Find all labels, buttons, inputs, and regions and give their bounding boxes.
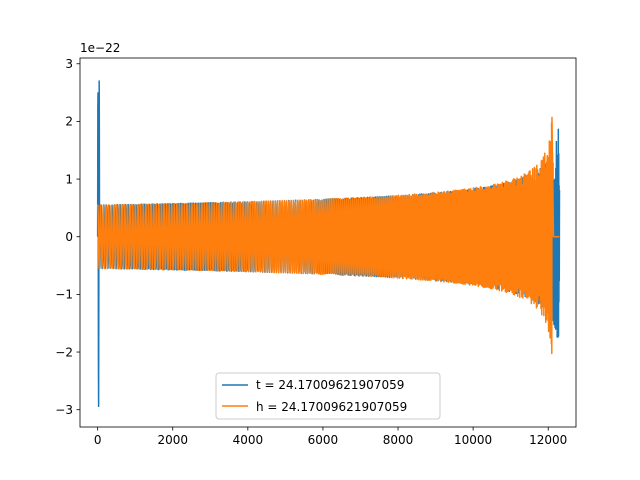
legend-label-h: h = 24.17009621907059	[256, 400, 407, 414]
x-tick-label: 2000	[157, 433, 188, 447]
x-tick-label: 6000	[308, 433, 339, 447]
y-tick-label: 1	[65, 172, 73, 186]
y-tick-label: 2	[65, 115, 73, 129]
x-axis-ticks: 0 2000 4000 6000 8000 10000 12000	[94, 427, 567, 447]
y-tick-label: −2	[55, 345, 73, 359]
legend-label-t: t = 24.17009621907059	[256, 378, 404, 392]
series-line-h	[96, 116, 560, 355]
x-tick-label: 4000	[233, 433, 264, 447]
plot-area	[96, 80, 561, 408]
legend-box	[215, 372, 441, 420]
legend: t = 24.17009621907059 h = 24.17009621907…	[215, 372, 441, 420]
axes-spines	[79, 57, 577, 428]
y-tick-label: −3	[55, 403, 73, 417]
x-tick-label: 8000	[383, 433, 414, 447]
x-tick-label: 10000	[454, 433, 492, 447]
y-tick-label: 0	[65, 230, 73, 244]
y-axis-ticks: 3 2 1 0 −1 −2 −3	[55, 57, 80, 417]
y-tick-label: 3	[65, 57, 73, 71]
y-tick-label: −1	[55, 288, 73, 302]
axes-frame	[79, 57, 577, 428]
y-offset-label: 1e−22	[80, 41, 120, 55]
x-tick-label: 12000	[529, 433, 567, 447]
x-tick-label: 0	[94, 433, 102, 447]
